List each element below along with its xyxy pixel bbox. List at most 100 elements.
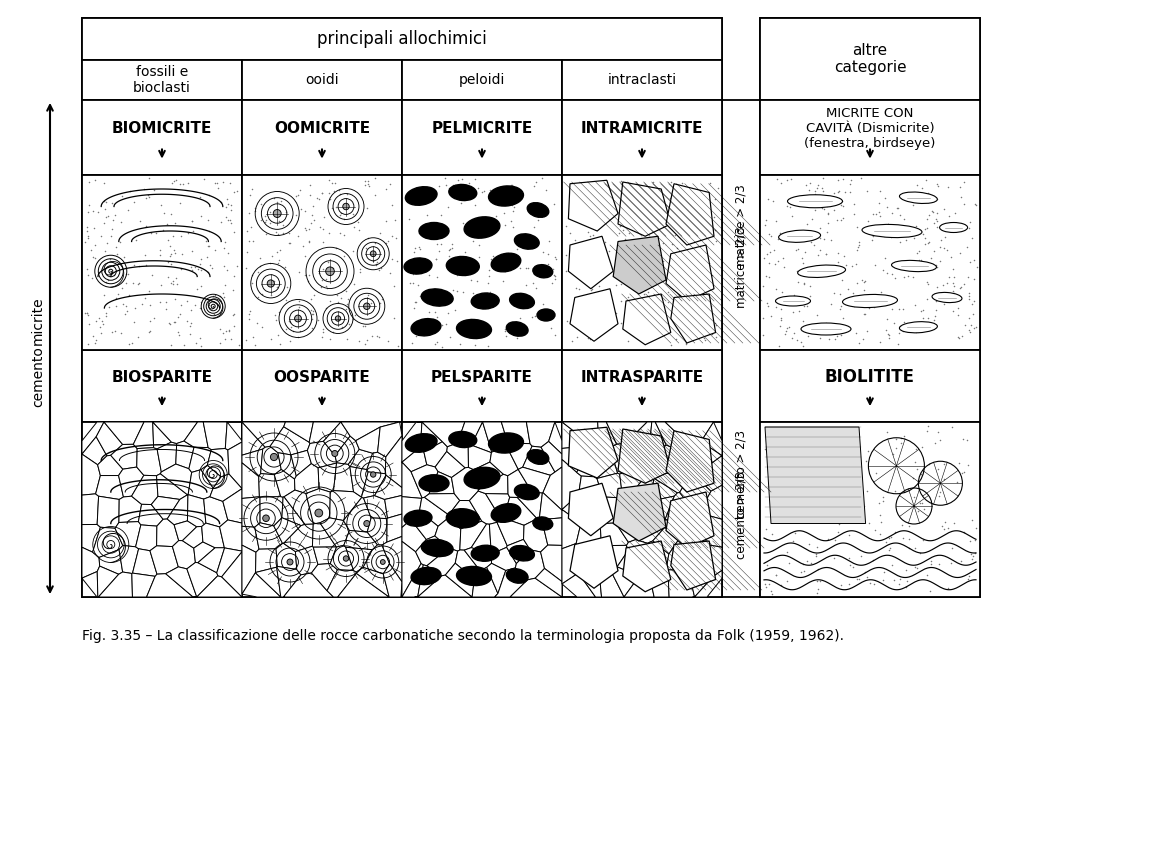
Point bbox=[699, 324, 717, 338]
Point bbox=[907, 442, 926, 455]
Point bbox=[238, 261, 256, 275]
Point bbox=[806, 449, 824, 463]
Point bbox=[794, 277, 813, 290]
Point bbox=[266, 225, 285, 238]
Polygon shape bbox=[623, 294, 671, 345]
Point bbox=[241, 188, 259, 202]
Polygon shape bbox=[487, 563, 506, 593]
Polygon shape bbox=[208, 448, 229, 477]
Point bbox=[706, 223, 724, 237]
Point bbox=[704, 210, 723, 224]
Point bbox=[651, 319, 670, 333]
Point bbox=[97, 306, 115, 320]
Point bbox=[270, 305, 288, 318]
Point bbox=[179, 176, 197, 190]
Point bbox=[218, 192, 236, 206]
Polygon shape bbox=[597, 422, 617, 448]
Point bbox=[875, 565, 894, 579]
Point bbox=[927, 177, 945, 191]
Point bbox=[801, 557, 820, 570]
Point bbox=[269, 328, 287, 342]
Point bbox=[957, 433, 975, 447]
Point bbox=[940, 209, 958, 223]
Point bbox=[692, 288, 710, 302]
Point bbox=[256, 227, 274, 241]
Point bbox=[105, 268, 123, 282]
Point bbox=[579, 226, 597, 239]
Polygon shape bbox=[764, 427, 866, 523]
Point bbox=[182, 214, 201, 228]
Point bbox=[351, 223, 369, 237]
Point bbox=[86, 251, 105, 265]
Point bbox=[338, 332, 356, 346]
Point bbox=[366, 188, 384, 202]
Point bbox=[161, 258, 180, 271]
Point bbox=[830, 263, 849, 277]
Point bbox=[225, 307, 243, 321]
Point bbox=[820, 332, 838, 346]
Point bbox=[760, 577, 778, 591]
Point bbox=[165, 316, 183, 329]
Point bbox=[872, 508, 890, 522]
Polygon shape bbox=[562, 446, 590, 472]
Point bbox=[97, 276, 115, 289]
Point bbox=[77, 263, 96, 277]
Point bbox=[756, 580, 775, 594]
Point bbox=[880, 543, 898, 557]
Circle shape bbox=[370, 471, 376, 477]
Point bbox=[794, 340, 813, 353]
Polygon shape bbox=[349, 466, 368, 497]
Point bbox=[289, 230, 308, 243]
Point bbox=[927, 280, 945, 294]
Ellipse shape bbox=[862, 225, 922, 237]
Point bbox=[201, 258, 219, 271]
Point bbox=[858, 570, 876, 584]
Point bbox=[874, 490, 892, 504]
Point bbox=[78, 225, 97, 238]
Point bbox=[193, 279, 211, 293]
Polygon shape bbox=[327, 570, 356, 597]
Point bbox=[500, 197, 519, 211]
Point bbox=[807, 586, 826, 600]
Point bbox=[842, 174, 860, 187]
Point bbox=[834, 211, 852, 225]
Point bbox=[939, 581, 957, 595]
Point bbox=[922, 204, 941, 218]
Point bbox=[345, 277, 363, 291]
Point bbox=[962, 547, 980, 561]
Point bbox=[959, 292, 978, 306]
Point bbox=[197, 234, 216, 248]
Point bbox=[654, 322, 672, 335]
Polygon shape bbox=[309, 422, 341, 443]
Point bbox=[118, 304, 136, 317]
Point bbox=[590, 279, 609, 293]
Point bbox=[145, 311, 164, 324]
Point bbox=[944, 304, 963, 317]
Point bbox=[571, 266, 589, 280]
Point bbox=[915, 222, 934, 236]
Point bbox=[904, 193, 922, 207]
Polygon shape bbox=[355, 427, 380, 454]
Point bbox=[617, 239, 635, 253]
Point bbox=[910, 253, 928, 266]
Point bbox=[97, 310, 115, 323]
Point bbox=[951, 180, 970, 193]
Point bbox=[651, 245, 670, 259]
Point bbox=[303, 312, 322, 326]
Ellipse shape bbox=[489, 186, 523, 206]
Point bbox=[756, 269, 775, 283]
Point bbox=[792, 483, 811, 497]
Point bbox=[756, 523, 775, 536]
Point bbox=[277, 205, 295, 219]
Point bbox=[116, 267, 135, 281]
Point bbox=[120, 288, 138, 301]
Point bbox=[454, 216, 473, 230]
Point bbox=[960, 215, 979, 229]
Point bbox=[798, 217, 816, 231]
Point bbox=[96, 202, 114, 215]
Circle shape bbox=[267, 280, 274, 287]
Point bbox=[462, 217, 481, 231]
Point bbox=[940, 271, 958, 284]
Polygon shape bbox=[666, 184, 714, 245]
Polygon shape bbox=[507, 470, 532, 498]
